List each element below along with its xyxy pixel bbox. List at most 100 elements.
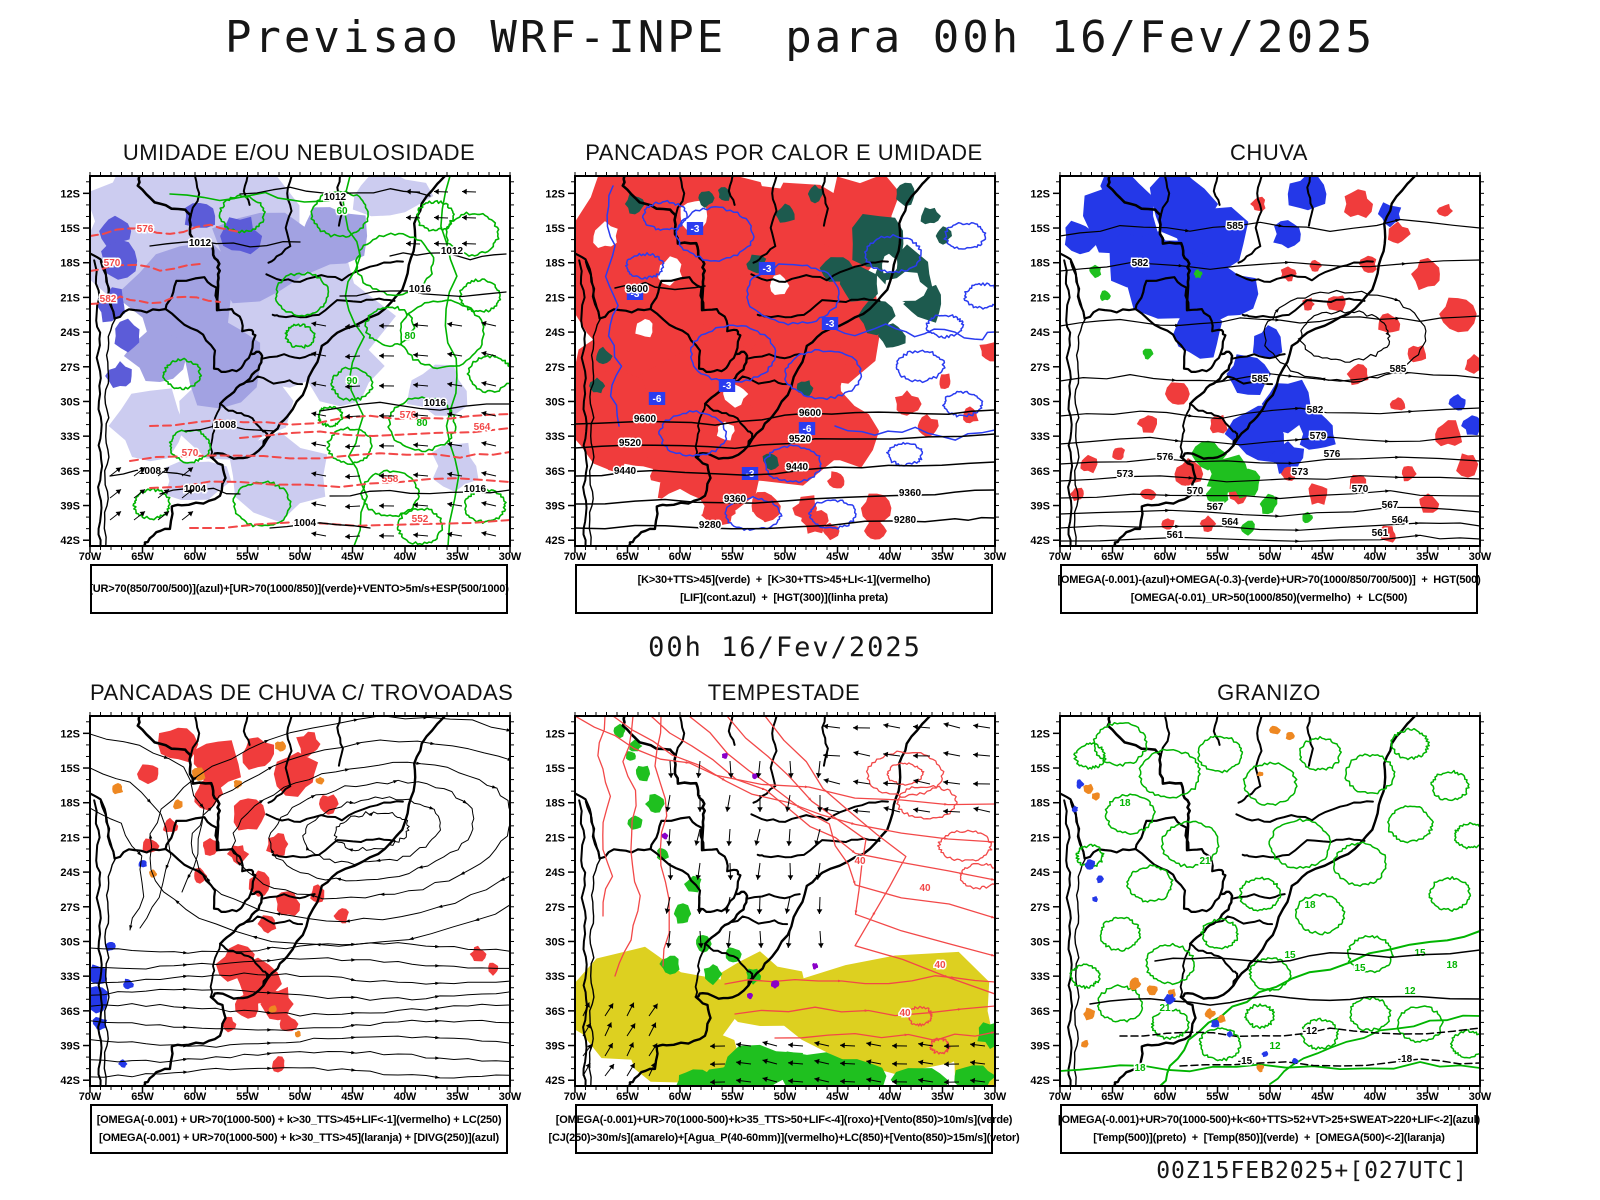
svg-text:30W: 30W [499, 1091, 522, 1103]
svg-text:70W: 70W [564, 551, 587, 563]
svg-text:21S: 21S [60, 292, 80, 304]
svg-text:65W: 65W [616, 1091, 639, 1103]
panel-pancadas-calor: PANCADAS POR CALOR E UMIDADE -3 -3 -3 -3 -6 -… [529, 140, 1013, 626]
svg-text:45W: 45W [826, 1091, 849, 1103]
svg-text:21S: 21S [1030, 292, 1050, 304]
svg-text:27S: 27S [1030, 902, 1050, 914]
svg-text:15S: 15S [1030, 763, 1050, 775]
svg-text:9600: 9600 [626, 284, 649, 295]
svg-text:-6: -6 [653, 394, 662, 405]
panel-title-chuva: CHUVA [1230, 140, 1308, 165]
svg-text:24S: 24S [60, 327, 80, 339]
svg-text:12S: 12S [1030, 188, 1050, 200]
caption-line: [OMEGA(-0.001)+UR>70(1000-500)+k>35_TTS>… [555, 1114, 1013, 1126]
caption-line: [OMEGA(-0.001)-(azul)+OMEGA(-0.3)-(verde… [1057, 574, 1481, 586]
svg-text:36S: 36S [1030, 1006, 1050, 1018]
svg-text:1008: 1008 [214, 420, 237, 431]
caption-line: [UR>70(850/700/500)](azul)+[UR>70(1000/8… [89, 582, 509, 595]
svg-text:42S: 42S [1030, 535, 1050, 547]
svg-text:21S: 21S [1030, 832, 1050, 844]
svg-text:39S: 39S [60, 1041, 80, 1053]
data-layers: 40 40 40 40 [575, 716, 995, 1086]
map-frame: 70W 65W 60W 55W 50W 45W 40W 35W 30W 12S 15S 18S 21S 2… [60, 712, 522, 1103]
panel-caption-granizo: [OMEGA(-0.001)+UR>70(1000-500)+k<60+TTS>… [1058, 1104, 1480, 1154]
svg-text:33S: 33S [60, 431, 80, 443]
svg-text:70W: 70W [79, 551, 102, 563]
svg-text:-6: -6 [803, 424, 812, 435]
svg-text:21: 21 [1159, 1003, 1171, 1014]
svg-text:36S: 36S [545, 1006, 565, 1018]
svg-text:12S: 12S [545, 728, 565, 740]
svg-text:40: 40 [934, 960, 946, 971]
svg-text:80: 80 [404, 331, 416, 342]
svg-text:18S: 18S [60, 798, 80, 810]
caption-line: [LIF](cont.azul) + [HGT(300)](linha pret… [680, 591, 888, 604]
svg-text:1016: 1016 [424, 398, 447, 409]
svg-text:27S: 27S [545, 362, 565, 374]
svg-text:573: 573 [1117, 469, 1134, 480]
svg-text:36S: 36S [545, 466, 565, 478]
map-frame: 40 40 40 40 70W 65W 60W 55W 50W 45W 40W 35W 30W 12S 15… [545, 712, 1007, 1103]
svg-text:65W: 65W [1101, 551, 1124, 563]
svg-text:40W: 40W [1364, 1091, 1387, 1103]
svg-text:55W: 55W [721, 1091, 744, 1103]
svg-text:42S: 42S [545, 535, 565, 547]
svg-text:-3: -3 [691, 224, 700, 235]
svg-text:30S: 30S [545, 396, 565, 408]
model-run-label: 00Z15FEB2025+[027UTC] [1156, 1158, 1468, 1184]
svg-text:50W: 50W [1259, 1091, 1282, 1103]
svg-text:45W: 45W [1311, 1091, 1334, 1103]
svg-text:50W: 50W [774, 551, 797, 563]
svg-text:33S: 33S [1030, 971, 1050, 983]
svg-text:30W: 30W [984, 551, 1007, 563]
panel-tempestade: TEMPESTADE 40 40 40 40 70W 65W 60W 55W 50W 45W 40W… [529, 680, 1020, 1166]
geography [90, 176, 447, 546]
axis-labels: 70W 65W 60W 55W 50W 45W 40W 35W 30W 12S 15S 18S 21S 2… [545, 188, 1007, 563]
svg-text:60W: 60W [184, 551, 207, 563]
svg-text:35W: 35W [446, 551, 469, 563]
panel-title-umidade: UMIDADE E/OU NEBULOSIDADE [122, 140, 476, 165]
svg-text:564: 564 [474, 422, 491, 433]
svg-text:9600: 9600 [634, 414, 657, 425]
svg-text:-3: -3 [631, 289, 640, 300]
svg-text:570: 570 [182, 448, 199, 459]
map-frame: 9080806057657058257657056455855210121012… [60, 172, 522, 563]
svg-text:65W: 65W [1101, 1091, 1124, 1103]
svg-text:40W: 40W [1364, 551, 1387, 563]
svg-text:18S: 18S [1030, 798, 1050, 810]
svg-text:21S: 21S [545, 292, 565, 304]
svg-text:39S: 39S [545, 1041, 565, 1053]
svg-text:30S: 30S [1030, 936, 1050, 948]
svg-text:1012: 1012 [441, 246, 464, 257]
svg-text:27S: 27S [60, 902, 80, 914]
svg-text:39S: 39S [545, 501, 565, 513]
svg-text:567: 567 [1382, 500, 1399, 511]
svg-text:9440: 9440 [786, 462, 809, 473]
svg-text:27S: 27S [1030, 362, 1050, 374]
svg-text:70W: 70W [564, 1091, 587, 1103]
svg-text:570: 570 [1352, 484, 1369, 495]
svg-text:55W: 55W [236, 551, 259, 563]
svg-text:40: 40 [919, 883, 931, 894]
svg-text:35W: 35W [931, 1091, 954, 1103]
svg-text:30W: 30W [1469, 551, 1492, 563]
svg-text:18S: 18S [545, 258, 565, 270]
svg-text:585: 585 [1390, 364, 1407, 375]
svg-text:582: 582 [1307, 405, 1324, 416]
svg-text:12S: 12S [60, 728, 80, 740]
svg-text:18: 18 [1446, 960, 1458, 971]
svg-text:55W: 55W [721, 551, 744, 563]
svg-text:35W: 35W [931, 551, 954, 563]
map-trovoadas: 70W 65W 60W 55W 50W 45W 40W 35W 30W 12S 15S 18S 21S 2… [60, 712, 522, 1103]
svg-text:40W: 40W [394, 551, 417, 563]
panel-trovoadas: PANCADAS DE CHUVA C/ TROVOADAS 70W 65W 60W… [44, 680, 528, 1166]
svg-text:42S: 42S [60, 535, 80, 547]
svg-text:576: 576 [1157, 452, 1174, 463]
svg-text:60W: 60W [669, 1091, 692, 1103]
caption-line: [CJ(250)>30m/s](amarelo)+[Agua_P(40-60mm… [548, 1131, 1020, 1144]
